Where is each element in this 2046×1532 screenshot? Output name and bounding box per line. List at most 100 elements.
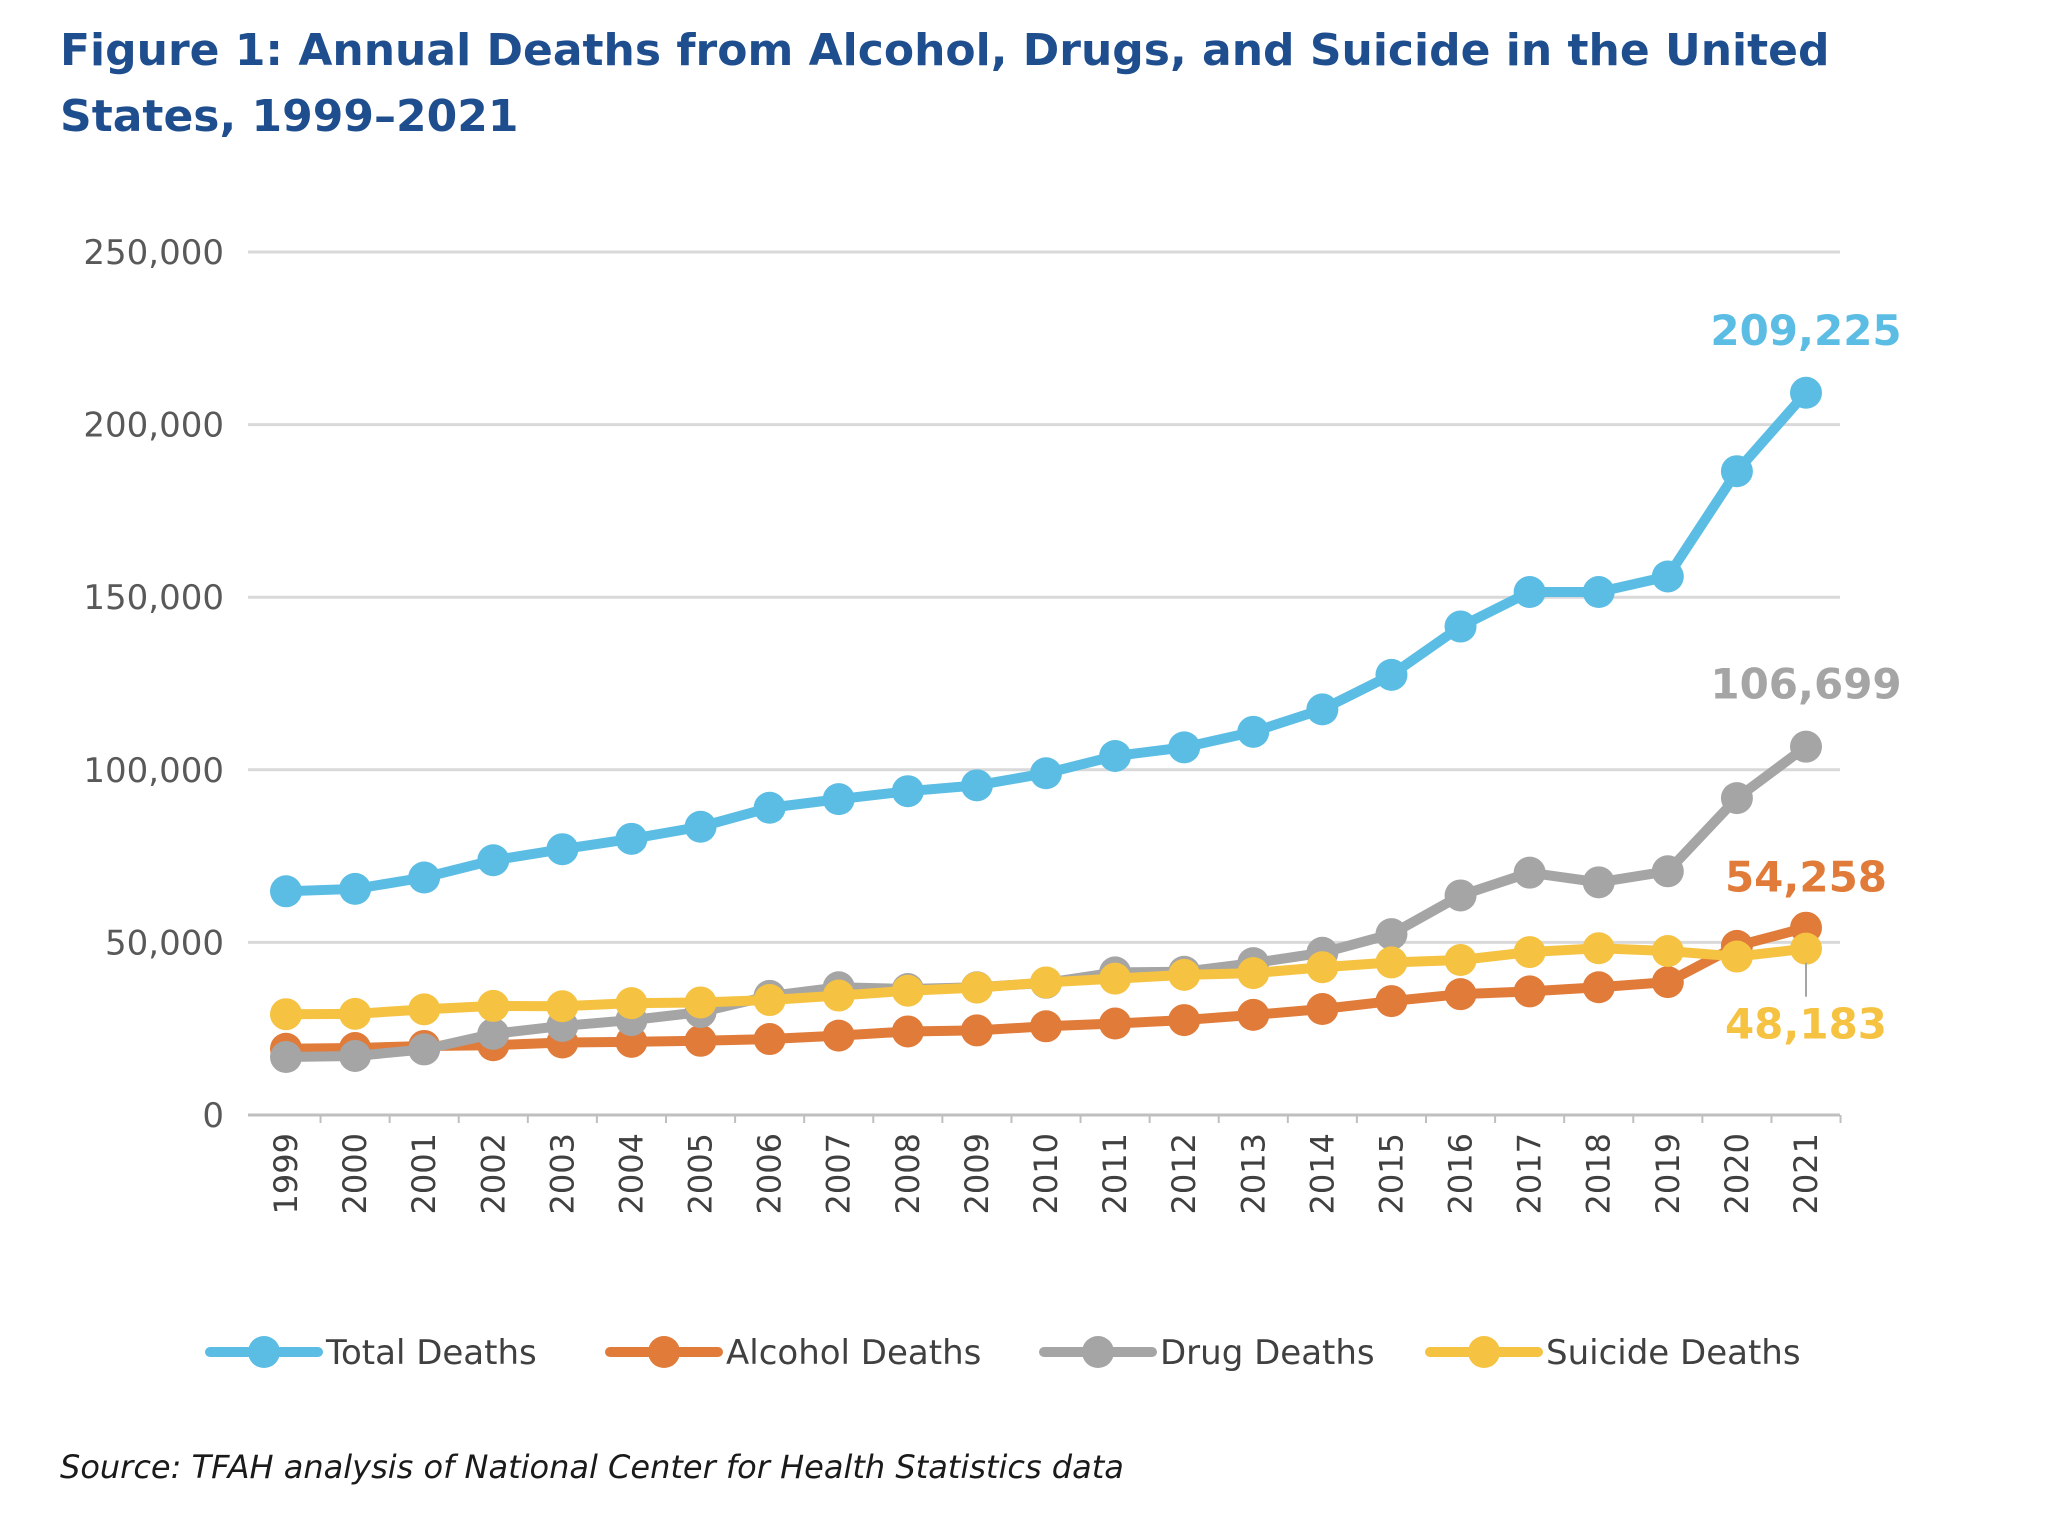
alcohol-deaths-point: [822, 1019, 855, 1052]
x-tick-label: 2021: [1787, 1133, 1825, 1214]
x-tick-label: 2016: [1442, 1133, 1480, 1214]
suicide-deaths-point: [546, 990, 579, 1023]
drug-deaths-point: [1444, 879, 1477, 912]
drug-deaths-point: [1513, 856, 1546, 889]
total-deaths-point: [1168, 731, 1201, 764]
x-tick-label: 2006: [751, 1133, 789, 1214]
drug-deaths-legend-swatch-marker: [1082, 1336, 1114, 1368]
total-deaths-point: [1444, 610, 1477, 643]
total-deaths-point: [753, 791, 786, 824]
x-tick-label: 2013: [1234, 1133, 1272, 1214]
x-tick-label: 1999: [267, 1133, 305, 1214]
alcohol-deaths-point: [1306, 993, 1339, 1026]
alcohol-deaths-point: [891, 1015, 924, 1048]
alcohol-deaths-point: [1444, 978, 1477, 1011]
alcohol-deaths-end-label: 54,258: [1725, 853, 1887, 902]
y-tick-label: 150,000: [83, 578, 224, 618]
total-deaths-point: [822, 783, 855, 816]
suicide-deaths-point: [822, 979, 855, 1012]
y-tick-label: 200,000: [83, 406, 224, 446]
total-deaths-legend-label: Total Deaths: [325, 1333, 537, 1373]
legend-item-total-deaths: Total Deaths: [205, 1333, 537, 1373]
alcohol-deaths-legend-label: Alcohol Deaths: [726, 1333, 981, 1373]
drug-deaths-point: [339, 1039, 372, 1072]
total-deaths-point: [477, 844, 510, 877]
drug-deaths-point: [408, 1033, 441, 1066]
drug-deaths-point: [1790, 730, 1822, 763]
suicide-deaths-point: [339, 997, 372, 1030]
total-deaths-point: [1720, 455, 1753, 488]
x-axis: 1999 2000 2001 2002 2003 2004 2005 2006 2007 2008…: [267, 1115, 1842, 1214]
suicide-deaths-point: [1790, 932, 1822, 965]
alcohol-deaths-point: [753, 1023, 786, 1056]
drug-deaths-point: [1651, 855, 1684, 888]
legend-item-suicide-deaths: Suicide Deaths: [1425, 1333, 1801, 1373]
y-axis-ticks: 0 50,000 100,000 150,000 200,000 250,000: [83, 233, 224, 1136]
drug-deaths-legend-label: Drug Deaths: [1160, 1333, 1375, 1373]
alcohol-deaths-point: [1651, 966, 1684, 999]
x-tick-label: 2000: [336, 1133, 374, 1214]
x-tick-label: 2010: [1027, 1133, 1065, 1214]
suicide-deaths-point: [960, 971, 993, 1004]
x-tick-label: 2019: [1649, 1133, 1687, 1214]
x-tick-label: 2009: [958, 1133, 996, 1214]
suicide-deaths-point: [477, 989, 510, 1022]
drug-deaths-point: [1720, 782, 1753, 815]
suicide-deaths-point: [1582, 932, 1615, 965]
legend: Total Deaths Alcohol Deaths Drug Deaths Sui…: [205, 1333, 1801, 1373]
total-deaths-point: [1237, 715, 1270, 748]
alcohol-deaths-point: [1099, 1007, 1132, 1040]
drug-deaths-point: [1582, 866, 1615, 899]
total-deaths-point: [1099, 739, 1132, 772]
suicide-deaths-point: [1513, 936, 1546, 969]
total-deaths-point: [1651, 560, 1684, 593]
y-tick-label: 250,000: [83, 233, 224, 273]
y-tick-label: 50,000: [105, 923, 224, 963]
x-tick-label: 2001: [405, 1133, 443, 1214]
source-note: Source: TFAH analysis of National Center…: [60, 1448, 1124, 1486]
alcohol-deaths-point: [1513, 975, 1546, 1008]
suicide-deaths-legend-swatch-marker: [1468, 1336, 1500, 1368]
suicide-deaths-point: [1168, 958, 1201, 991]
suicide-deaths-point: [1237, 957, 1270, 990]
y-tick-label: 100,000: [83, 751, 224, 791]
series-lines: [270, 376, 1822, 1074]
total-deaths-line: [281, 387, 1811, 897]
chart-title: Figure 1: Annual Deaths from Alcohol, Dr…: [60, 25, 1830, 142]
x-tick-label: 2002: [474, 1133, 512, 1214]
x-tick-label: 2012: [1165, 1133, 1203, 1214]
total-deaths-point: [270, 875, 302, 908]
total-deaths-point: [1790, 376, 1822, 409]
total-deaths-end-label: 209,225: [1710, 306, 1901, 355]
suicide-deaths-point: [1099, 962, 1132, 995]
suicide-deaths-point: [615, 987, 648, 1020]
x-tick-label: 2015: [1372, 1133, 1410, 1214]
total-deaths-point: [615, 822, 648, 855]
total-deaths-point: [408, 861, 441, 894]
total-deaths-point: [1582, 576, 1615, 609]
suicide-deaths-point: [408, 993, 441, 1026]
total-deaths-point: [339, 872, 372, 905]
alcohol-deaths-point: [1582, 971, 1615, 1004]
x-tick-label: 2020: [1718, 1133, 1756, 1214]
suicide-deaths-end-label: 48,183: [1725, 1000, 1887, 1049]
suicide-deaths-point: [1306, 951, 1339, 984]
alcohol-deaths-point: [1168, 1004, 1201, 1037]
alcohol-deaths-point: [960, 1014, 993, 1047]
suicide-deaths-point: [1375, 946, 1408, 979]
drug-deaths-point: [477, 1017, 510, 1050]
series-total-deaths: [270, 376, 1822, 908]
total-deaths-legend-swatch-marker: [248, 1336, 280, 1368]
suicide-deaths-point: [1651, 935, 1684, 968]
suicide-deaths-point: [684, 986, 717, 1019]
legend-item-drug-deaths: Drug Deaths: [1039, 1333, 1375, 1373]
total-deaths-point: [1375, 658, 1408, 691]
alcohol-deaths-point: [684, 1024, 717, 1057]
x-tick-label: 2008: [889, 1133, 927, 1214]
suicide-deaths-point: [753, 984, 786, 1017]
drug-deaths-end-label: 106,699: [1710, 660, 1901, 709]
drug-deaths-point: [270, 1041, 302, 1074]
total-deaths-point: [1306, 693, 1339, 726]
x-tick-label: 2004: [612, 1133, 650, 1214]
